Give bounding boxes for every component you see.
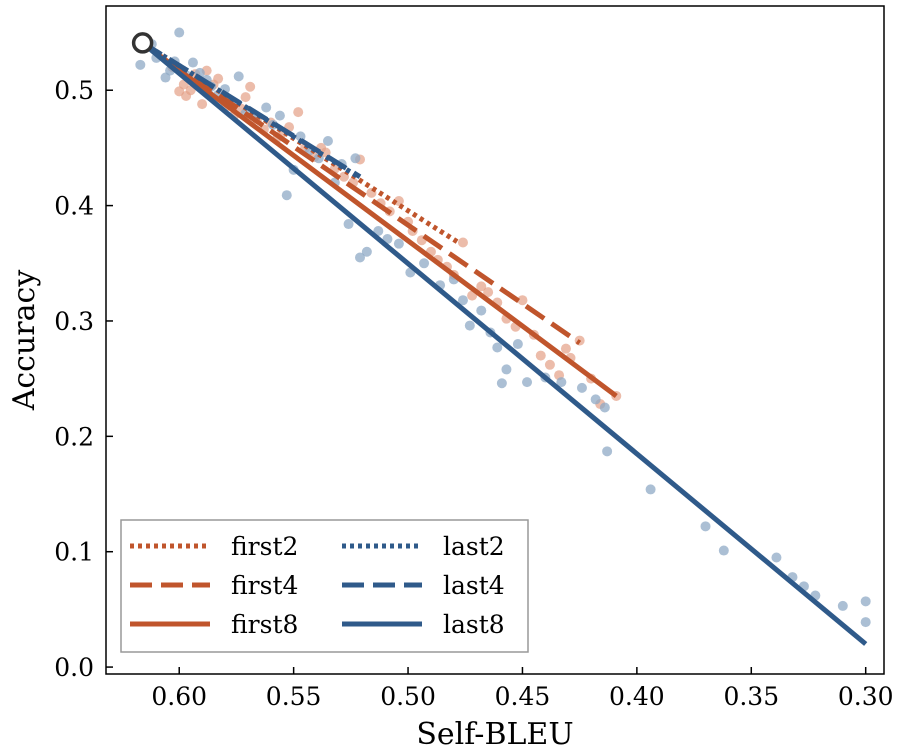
- y-tick-label-0.3: 0.3: [54, 307, 94, 336]
- x-tick-label-0.40: 0.40: [609, 682, 665, 711]
- legend: first2 first4 first8 last2 last4 last8: [120, 519, 529, 653]
- first-point-51: [535, 350, 546, 361]
- last-point-50: [556, 377, 567, 388]
- x-tick-label-0.60: 0.60: [151, 682, 207, 711]
- legend-label-first8: first8: [231, 610, 298, 639]
- y-axis-ticks: 0.0 0.1 0.2 0.3 0.4 0.5: [54, 76, 113, 682]
- last-point-62: [837, 600, 848, 611]
- x-tick-label-0.50: 0.50: [380, 682, 436, 711]
- last-point-42: [476, 305, 487, 316]
- x-tick-label-0.55: 0.55: [266, 682, 322, 711]
- last-point-37: [419, 258, 430, 269]
- last-point-31: [354, 252, 365, 263]
- fit-line-last4: [141, 40, 362, 179]
- last-point-53: [599, 402, 610, 413]
- last-point-0: [135, 59, 146, 70]
- first-point-9: [213, 73, 224, 84]
- first-point-14: [240, 92, 251, 103]
- last-point-30: [350, 153, 361, 164]
- legend-label-first4: first4: [231, 571, 298, 600]
- fit-line-first8: [141, 40, 618, 398]
- first-point-54: [560, 343, 571, 354]
- last-point-64: [860, 617, 871, 628]
- last-point-51: [576, 382, 587, 393]
- last-point-47: [512, 339, 523, 350]
- last-point-8: [187, 57, 198, 68]
- y-tick-label-0.1: 0.1: [54, 538, 94, 567]
- baseline-point-marker: [131, 32, 154, 54]
- last-point-57: [718, 545, 729, 556]
- first-point-52: [544, 359, 555, 370]
- last-point-6: [174, 27, 185, 38]
- last-point-55: [645, 484, 656, 495]
- last-point-35: [393, 238, 404, 249]
- last-point-52: [590, 394, 601, 405]
- first-point-15: [245, 81, 256, 92]
- last-point-33: [373, 225, 384, 236]
- last-point-54: [602, 446, 613, 457]
- x-axis-title: Self-BLEU: [416, 717, 573, 752]
- first-point-42: [457, 237, 468, 248]
- fit-line-last8: [141, 40, 868, 646]
- legend-box: [120, 519, 529, 653]
- legend-label-last8: last8: [443, 610, 505, 639]
- last-point-40: [457, 295, 468, 306]
- fit-line-first4: [141, 40, 582, 345]
- y-tick-label-0.4: 0.4: [54, 192, 94, 221]
- x-tick-label-0.30: 0.30: [838, 682, 894, 711]
- fit-lines: [141, 40, 868, 646]
- last-point-44: [492, 342, 503, 353]
- first-point-45: [483, 287, 494, 298]
- legend-label-first2: first2: [231, 532, 298, 561]
- legend-label-last4: last4: [443, 571, 505, 600]
- first-point-34: [393, 195, 404, 206]
- last-point-48: [522, 377, 533, 388]
- last-point-56: [700, 521, 711, 532]
- first-point-22: [293, 107, 304, 118]
- last-point-32: [361, 246, 372, 257]
- last-point-15: [233, 71, 244, 82]
- last-point-46: [501, 364, 512, 375]
- y-axis-title: Accuracy: [7, 270, 42, 412]
- last-point-58: [771, 552, 782, 563]
- first-point-44: [476, 281, 487, 292]
- plot-area-frame: [105, 5, 885, 675]
- x-tick-label-0.35: 0.35: [723, 682, 779, 711]
- x-tick-label-0.45: 0.45: [495, 682, 551, 711]
- first-point-26: [320, 147, 331, 158]
- y-tick-label-0.2: 0.2: [54, 422, 94, 451]
- last-point-21: [281, 190, 292, 201]
- last-point-63: [860, 596, 871, 607]
- last-point-18: [261, 102, 272, 113]
- last-point-26: [322, 135, 333, 146]
- x-axis-ticks: 0.60 0.55 0.50 0.45 0.40 0.35 0.30: [151, 667, 894, 711]
- first-point-49: [517, 295, 528, 306]
- last-point-41: [464, 320, 475, 331]
- last-point-45: [496, 378, 507, 389]
- y-tick-label-0.0: 0.0: [54, 653, 94, 682]
- y-tick-label-0.5: 0.5: [54, 76, 94, 105]
- first-point-6: [197, 99, 208, 110]
- legend-label-last2: last2: [443, 532, 505, 561]
- last-point-29: [343, 219, 354, 230]
- last-point-20: [274, 110, 285, 121]
